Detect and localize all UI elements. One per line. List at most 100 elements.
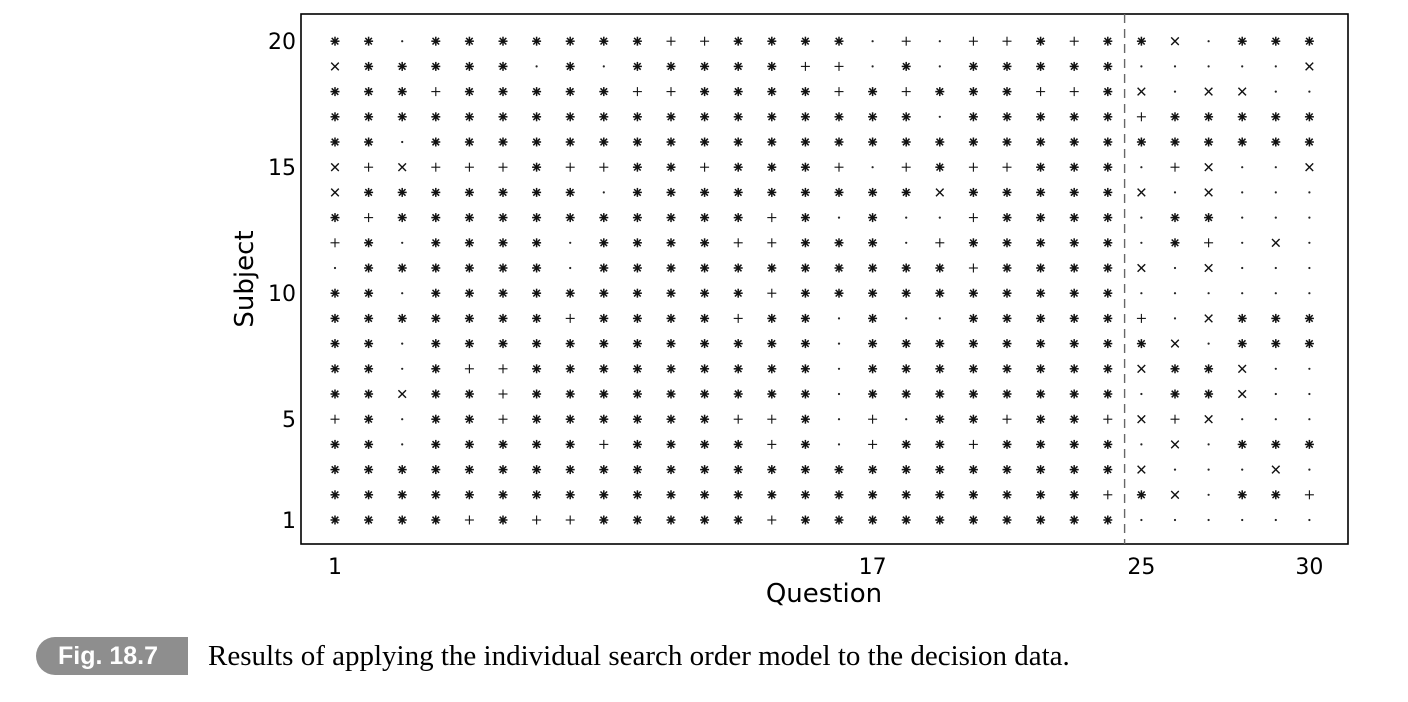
y-tick-label: 20 [268,30,296,55]
asterisk-marker [800,213,810,223]
cross-marker [1204,162,1213,172]
asterisk-marker [1170,389,1180,399]
dot-marker [1274,367,1277,370]
asterisk-marker [1103,439,1113,449]
asterisk-marker [1103,515,1113,525]
asterisk-marker [1069,515,1079,525]
asterisk-marker [868,364,878,374]
asterisk-marker [1069,465,1079,475]
asterisk-marker [968,87,978,97]
asterisk-marker [733,36,743,46]
asterisk-marker [632,439,642,449]
plus-marker [767,515,777,525]
asterisk-marker [1170,112,1180,122]
asterisk-marker [632,137,642,147]
cross-marker [397,389,407,399]
dot-marker [871,166,874,169]
asterisk-marker [364,87,374,97]
asterisk-marker [868,87,878,97]
asterisk-marker [968,389,978,399]
asterisk-marker [1103,263,1113,273]
asterisk-marker [935,414,945,424]
asterisk-marker [834,515,844,525]
asterisk-marker [330,490,340,500]
asterisk-marker [868,490,878,500]
dot-marker [1308,266,1311,270]
plus-marker [565,162,575,172]
asterisk-marker [565,61,575,71]
asterisk-marker [364,137,374,147]
asterisk-marker [1002,137,1012,147]
asterisk-marker [868,465,878,475]
asterisk-marker [666,313,676,323]
asterisk-marker [901,490,911,500]
asterisk-marker [1036,238,1046,248]
asterisk-marker [397,187,407,197]
plus-marker [364,213,374,223]
dot-marker [1241,216,1244,219]
asterisk-marker [498,187,508,197]
asterisk-marker [700,61,710,71]
cross-marker [1204,314,1213,323]
asterisk-marker [431,490,441,500]
asterisk-marker [733,87,743,97]
dot-marker [938,65,941,68]
plus-marker [666,36,676,46]
asterisk-marker [935,162,945,172]
asterisk-marker [330,112,340,122]
asterisk-marker [968,515,978,525]
plus-marker [330,414,340,424]
plus-marker [498,414,508,424]
asterisk-marker [935,288,945,298]
cross-marker [935,188,945,197]
asterisk-marker [666,263,676,273]
asterisk-marker [666,238,676,248]
asterisk-marker [767,112,777,122]
asterisk-marker [700,87,710,97]
asterisk-marker [733,490,743,500]
asterisk-marker [1103,313,1113,323]
asterisk-marker [498,137,508,147]
dot-marker [938,40,941,43]
asterisk-marker [700,515,710,525]
asterisk-marker [1069,414,1079,424]
asterisk-marker [666,112,676,122]
asterisk-marker [800,87,810,97]
asterisk-marker [565,389,575,399]
asterisk-marker [364,238,374,248]
plus-marker [868,439,878,449]
asterisk-marker [767,137,777,147]
cross-marker [1237,389,1247,399]
plus-marker [901,162,911,172]
dot-marker [1241,241,1244,244]
dot-marker [1207,40,1210,43]
asterisk-marker [431,313,441,323]
asterisk-marker [834,263,844,273]
dot-marker [1241,65,1244,68]
asterisk-marker [565,414,575,424]
dot-marker [1241,292,1244,295]
asterisk-marker [800,137,810,147]
asterisk-marker [901,187,911,197]
asterisk-marker [364,389,374,399]
asterisk-marker [498,61,508,71]
asterisk-marker [767,389,777,399]
asterisk-marker [464,213,474,223]
asterisk-marker [901,364,911,374]
asterisk-marker [666,339,676,349]
asterisk-marker [1002,263,1012,273]
asterisk-marker [733,263,743,273]
asterisk-marker [968,61,978,71]
dot-marker [1308,292,1311,295]
plus-marker [733,313,743,323]
plus-marker [767,288,777,298]
asterisk-marker [498,36,508,46]
asterisk-marker [532,213,542,223]
asterisk-marker [397,61,407,71]
plus-marker [733,238,743,248]
asterisk-marker [1069,490,1079,500]
asterisk-marker [834,112,844,122]
asterisk-marker [767,187,777,197]
asterisk-marker [330,439,340,449]
plus-marker [767,439,777,449]
